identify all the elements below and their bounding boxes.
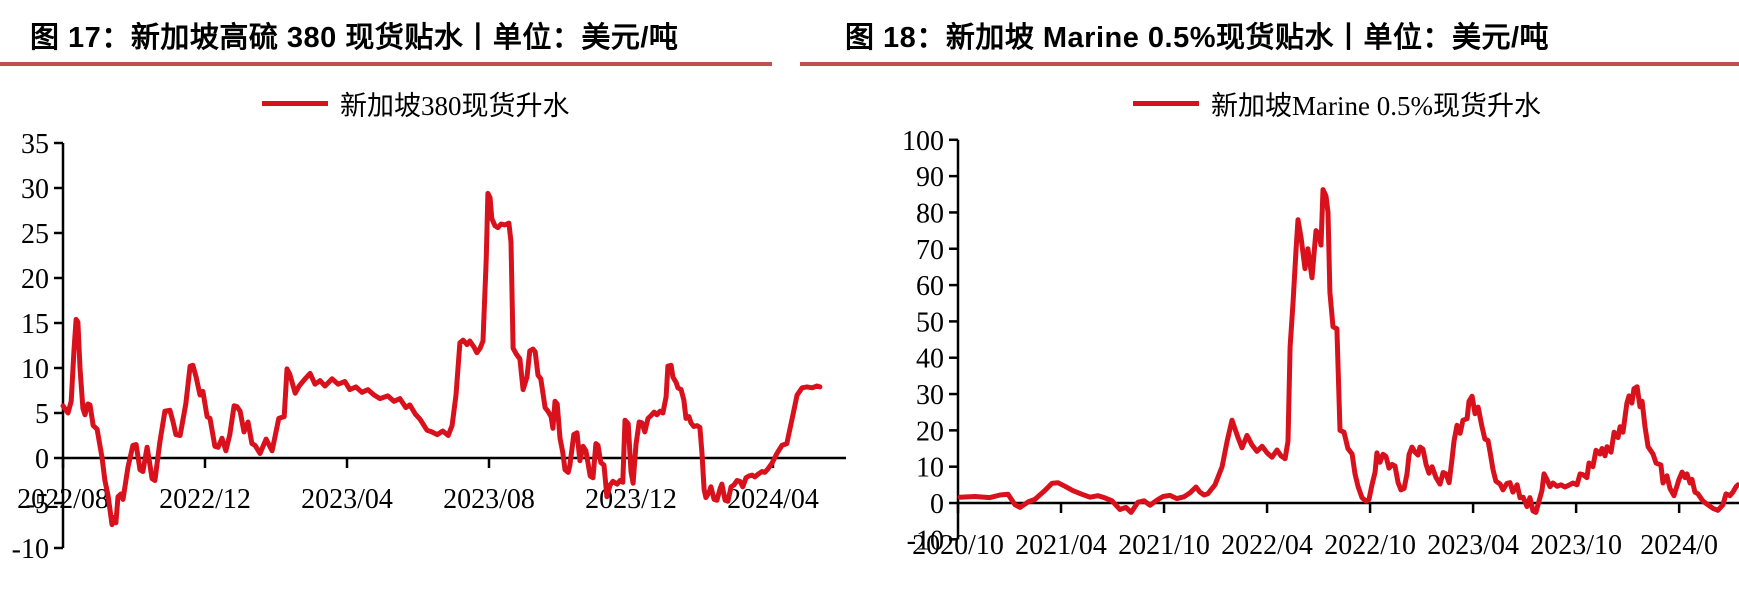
svg-text:2024/0: 2024/0	[1640, 530, 1718, 561]
svg-text:2022/12: 2022/12	[159, 484, 251, 515]
legend-line-swatch	[262, 101, 328, 106]
svg-text:2022/08: 2022/08	[17, 484, 109, 515]
svg-text:2023/04: 2023/04	[1427, 530, 1519, 561]
figure-18-chart: -10 0 10 20 30 40 50 60 70 80 90 100 2020/10 2021/04 2…	[902, 126, 1739, 561]
svg-text:2023/12: 2023/12	[585, 484, 677, 515]
figure-18-title-underline	[800, 62, 1739, 66]
legend-label: 新加坡380现货升水	[340, 91, 570, 121]
svg-text:2022/04: 2022/04	[1221, 530, 1313, 561]
figure-18-legend: 新加坡Marine 0.5%现货升水	[1133, 84, 1541, 123]
svg-text:25: 25	[21, 219, 49, 250]
figure-17-chart: -10 -5 0 5 10 15 20 25 30 35 2022/08 2022/12 2023/04…	[12, 129, 846, 565]
figure-17-legend: 新加坡380现货升水	[262, 84, 570, 123]
svg-text:2023/04: 2023/04	[301, 484, 393, 515]
svg-text:10: 10	[916, 453, 944, 484]
svg-text:-10: -10	[12, 534, 49, 565]
svg-text:5: 5	[35, 399, 49, 430]
figure-17-title: 图 17：新加坡高硫 380 现货贴水丨单位：美元/吨	[30, 22, 679, 54]
figure-18-title: 图 18：新加坡 Marine 0.5%现货贴水丨单位：美元/吨	[845, 22, 1550, 54]
svg-text:20: 20	[916, 416, 944, 447]
legend-line-swatch	[1133, 101, 1199, 106]
svg-text:2022/10: 2022/10	[1324, 530, 1416, 561]
svg-text:2021/04: 2021/04	[1015, 530, 1107, 561]
svg-text:-10: -10	[907, 525, 944, 556]
svg-text:10: 10	[21, 354, 49, 385]
svg-text:-5: -5	[26, 489, 49, 520]
svg-text:2020/10: 2020/10	[912, 530, 1004, 561]
svg-text:2024/04: 2024/04	[727, 484, 819, 515]
svg-text:100: 100	[902, 126, 944, 157]
svg-text:30: 30	[21, 174, 49, 205]
figure-17-title-underline	[0, 62, 772, 66]
svg-text:2021/10: 2021/10	[1118, 530, 1210, 561]
legend-label: 新加坡Marine 0.5%现货升水	[1211, 91, 1541, 121]
svg-text:70: 70	[916, 235, 944, 266]
svg-text:80: 80	[916, 198, 944, 229]
svg-text:0: 0	[35, 444, 49, 475]
svg-text:20: 20	[21, 264, 49, 295]
svg-text:60: 60	[916, 271, 944, 302]
svg-text:90: 90	[916, 162, 944, 193]
svg-text:40: 40	[916, 344, 944, 375]
svg-text:30: 30	[916, 380, 944, 411]
svg-text:2023/10: 2023/10	[1530, 530, 1622, 561]
svg-text:2023/08: 2023/08	[443, 484, 535, 515]
svg-text:15: 15	[21, 309, 49, 340]
svg-text:50: 50	[916, 307, 944, 338]
svg-text:35: 35	[21, 129, 49, 160]
svg-text:0: 0	[930, 489, 944, 520]
